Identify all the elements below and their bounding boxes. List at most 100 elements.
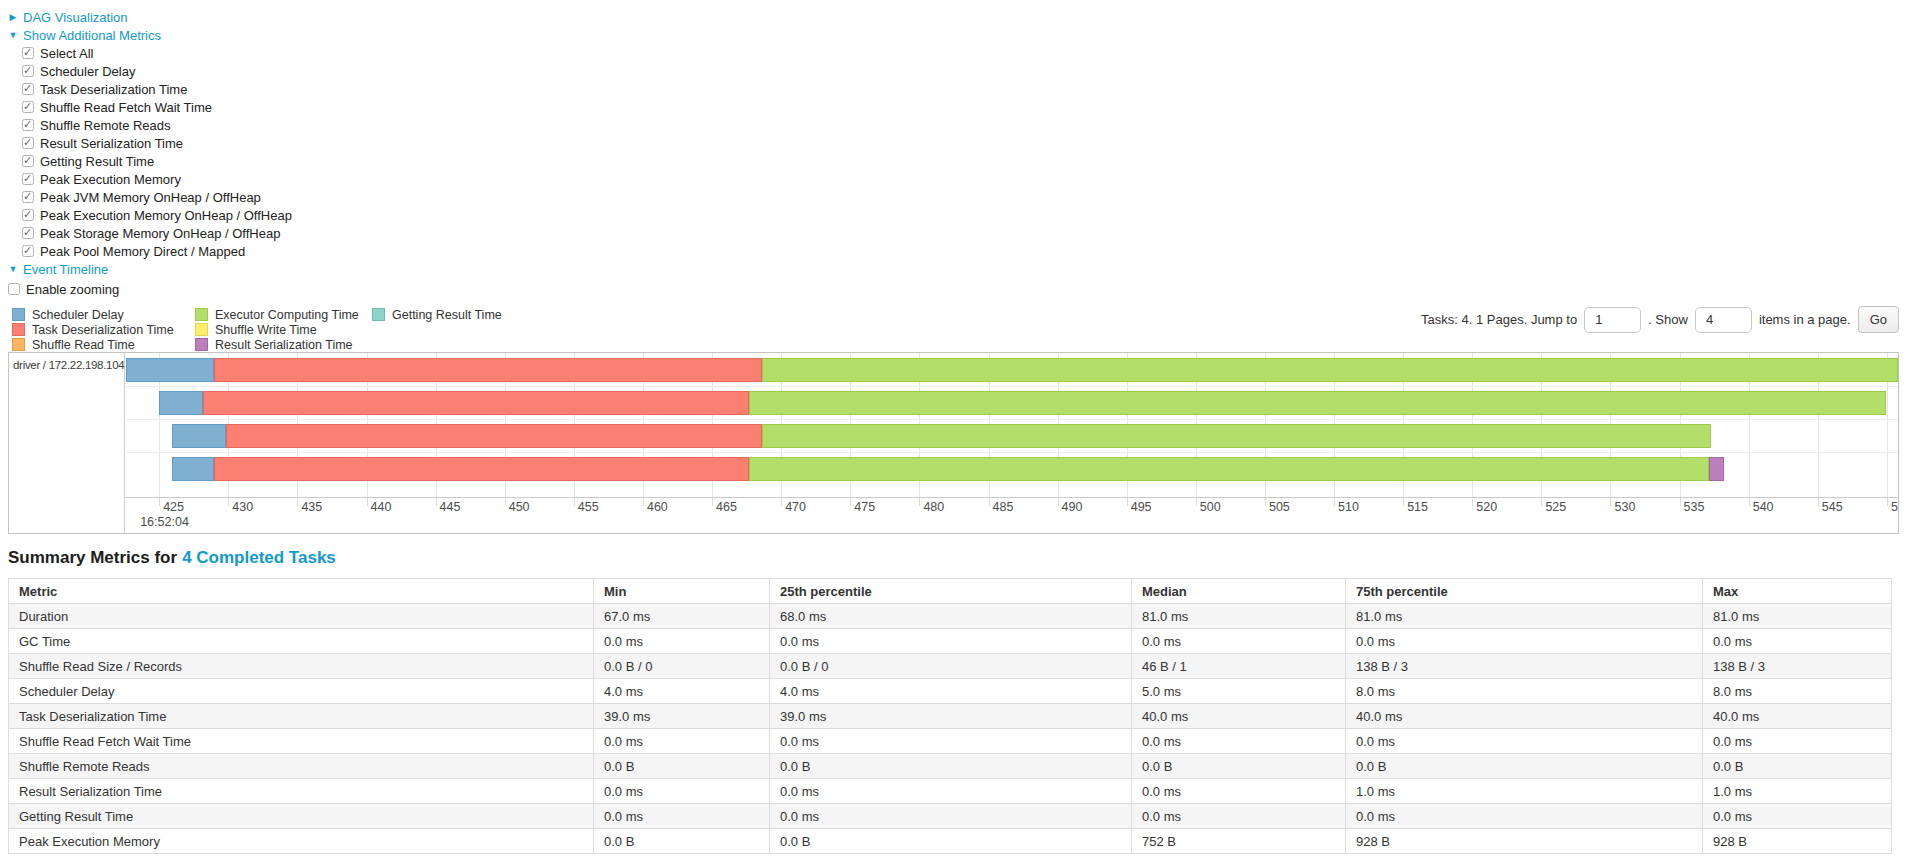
task-bar-executor_computing-segment[interactable] [762, 358, 1898, 382]
task-bar-executor_computing-segment[interactable] [749, 391, 1885, 415]
summary-title-prefix: Summary Metrics for [8, 548, 177, 567]
metric-checkbox[interactable] [22, 65, 34, 77]
task-bar-scheduler_delay-segment[interactable] [126, 358, 214, 382]
legend-label: Shuffle Read Time [32, 338, 135, 352]
axis-major-label: 16:52:04 [140, 515, 189, 529]
task-bar-scheduler_delay-segment[interactable] [159, 391, 203, 415]
axis-tick [367, 498, 368, 506]
legend-label: Executor Computing Time [215, 308, 359, 322]
metric-checkbox[interactable] [22, 245, 34, 257]
axis-tick [1058, 498, 1059, 506]
metric-checkbox[interactable] [22, 173, 34, 185]
items-per-page-text: items in a page. [1759, 312, 1851, 327]
metric-checkbox-row: Task Deserialization Time [22, 80, 1899, 98]
enable-zooming-row: Enable zooming [8, 280, 1899, 298]
event-timeline-link[interactable]: Event Timeline [23, 262, 108, 277]
axis-tick [297, 498, 298, 506]
metric-value-cell: 4.0 ms [770, 679, 1132, 704]
task-bar-scheduler_delay-segment[interactable] [172, 457, 215, 481]
table-row: GC Time0.0 ms0.0 ms0.0 ms0.0 ms0.0 ms [9, 629, 1892, 654]
enable-zooming-checkbox[interactable] [8, 283, 20, 295]
show-additional-metrics-link[interactable]: Show Additional Metrics [23, 28, 161, 43]
legend-label: Getting Result Time [392, 308, 502, 322]
legend-column: Getting Result Time [372, 308, 502, 351]
task-bar-result_serialization-segment[interactable] [1709, 457, 1724, 481]
axis-tick [1334, 498, 1335, 506]
metric-value-cell: 0.0 ms [1346, 804, 1703, 829]
task-bar-task_deserialization-segment[interactable] [214, 358, 761, 382]
axis-tick-label: 510 [1338, 500, 1359, 514]
jump-to-page-input[interactable] [1584, 307, 1641, 333]
row-separator [126, 419, 1898, 420]
metric-checkbox-label: Shuffle Read Fetch Wait Time [40, 100, 212, 115]
metric-checkbox[interactable] [22, 137, 34, 149]
metric-checkbox-row: Peak Execution Memory [22, 170, 1899, 188]
task-bar-task_deserialization-segment[interactable] [226, 424, 762, 448]
axis-tick-label: 535 [1684, 500, 1705, 514]
table-row: Peak Execution Memory0.0 B0.0 B752 B928 … [9, 829, 1892, 854]
axis-tick-label: 530 [1614, 500, 1635, 514]
legend-item: Result Serialization Time [195, 338, 372, 351]
metric-checkbox[interactable] [22, 119, 34, 131]
table-row: Getting Result Time0.0 ms0.0 ms0.0 ms0.0… [9, 804, 1892, 829]
metric-value-cell: 0.0 ms [1703, 804, 1892, 829]
metric-checkbox[interactable] [22, 191, 34, 203]
task-bar-executor_computing-segment[interactable] [762, 424, 1712, 448]
metric-value-cell: 928 B [1703, 829, 1892, 854]
axis-tick-label: 450 [509, 500, 530, 514]
metric-value-cell: 0.0 ms [594, 729, 770, 754]
completed-tasks-link[interactable]: 4 Completed Tasks [182, 548, 336, 567]
metric-checkbox-label: Peak JVM Memory OnHeap / OffHeap [40, 190, 261, 205]
metric-value-cell: 0.0 ms [1132, 779, 1346, 804]
items-per-page-input[interactable] [1695, 307, 1752, 333]
task-bar-scheduler_delay-segment[interactable] [172, 424, 226, 448]
metric-checkbox-label: Result Serialization Time [40, 136, 183, 151]
event-timeline-chart[interactable]: driver / 172.22.198.104 16:52:04 4254304… [8, 352, 1899, 534]
metric-value-cell: 0.0 B [770, 829, 1132, 854]
timeline-legend: Scheduler DelayTask Deserialization Time… [12, 306, 502, 351]
metric-name-cell: Scheduler Delay [9, 679, 594, 704]
axis-tick [781, 498, 782, 506]
axis-tick [159, 498, 160, 506]
axis-tick-label: 455 [578, 500, 599, 514]
metric-value-cell: 138 B / 3 [1346, 654, 1703, 679]
axis-divider [9, 497, 1898, 498]
metric-value-cell: 0.0 ms [1346, 729, 1703, 754]
metrics-checkbox-list: Select AllScheduler DelayTask Deserializ… [8, 44, 1899, 260]
metric-checkbox[interactable] [22, 47, 34, 59]
axis-tick-label: 475 [854, 500, 875, 514]
metric-checkbox[interactable] [22, 209, 34, 221]
table-header-cell: Metric [9, 579, 594, 604]
summary-metrics-table: MetricMin25th percentileMedian75th perce… [8, 578, 1892, 854]
axis-tick [712, 498, 713, 506]
table-row: Shuffle Read Size / Records0.0 B / 00.0 … [9, 654, 1892, 679]
axis-tick-label: 550 [1891, 500, 1899, 514]
metric-value-cell: 0.0 ms [594, 804, 770, 829]
metric-value-cell: 67.0 ms [594, 604, 770, 629]
metric-checkbox[interactable] [22, 101, 34, 113]
metric-checkbox-row: Getting Result Time [22, 152, 1899, 170]
metric-name-cell: Peak Execution Memory [9, 829, 594, 854]
metric-value-cell: 40.0 ms [1703, 704, 1892, 729]
go-button[interactable]: Go [1858, 306, 1899, 333]
axis-tick [1541, 498, 1542, 506]
task-bar-executor_computing-segment[interactable] [749, 457, 1708, 481]
metric-value-cell: 46 B / 1 [1132, 654, 1346, 679]
metric-checkbox[interactable] [22, 83, 34, 95]
metric-value-cell: 5.0 ms [1132, 679, 1346, 704]
metric-checkbox[interactable] [22, 227, 34, 239]
metric-checkbox-label: Select All [40, 46, 93, 61]
task-bar-task_deserialization-segment[interactable] [214, 457, 749, 481]
metric-value-cell: 39.0 ms [770, 704, 1132, 729]
metric-checkbox-row: Peak JVM Memory OnHeap / OffHeap [22, 188, 1899, 206]
executor_computing-swatch-icon [195, 308, 208, 321]
metric-value-cell: 0.0 ms [594, 629, 770, 654]
metric-value-cell: 40.0 ms [1346, 704, 1703, 729]
axis-tick [919, 498, 920, 506]
metric-checkbox[interactable] [22, 155, 34, 167]
axis-tick-label: 495 [1131, 500, 1152, 514]
task-bar-task_deserialization-segment[interactable] [203, 391, 749, 415]
metric-checkbox-row: Shuffle Remote Reads [22, 116, 1899, 134]
axis-tick [1403, 498, 1404, 506]
dag-visualization-link[interactable]: DAG Visualization [23, 10, 128, 25]
